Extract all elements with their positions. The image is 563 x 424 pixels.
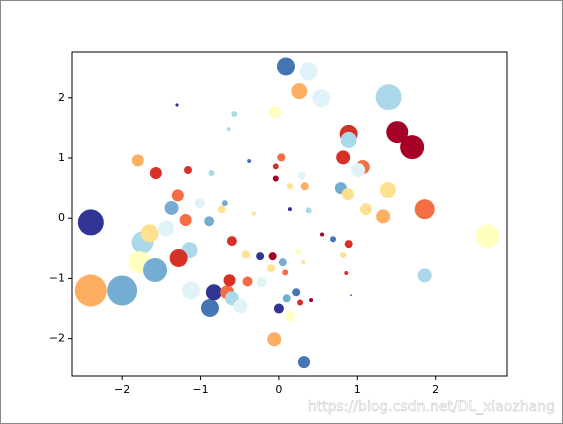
bubble (179, 214, 192, 227)
bubble (200, 298, 219, 317)
bubble (278, 258, 287, 267)
bubble (312, 89, 331, 108)
bubble (276, 57, 295, 76)
bubble (267, 264, 276, 273)
bubble (282, 269, 289, 276)
bubble (269, 106, 281, 119)
bubble (107, 275, 138, 306)
bubble (171, 189, 184, 202)
bubble (309, 298, 314, 303)
bubble (77, 209, 104, 236)
bubble (267, 332, 282, 347)
bubble (340, 131, 357, 148)
bubble (284, 311, 295, 322)
x-tick-label: −1 (192, 383, 208, 396)
bubble (294, 248, 301, 255)
bubble (305, 207, 312, 214)
bubble (286, 183, 293, 190)
bubble (400, 135, 425, 160)
bubble (242, 276, 253, 287)
bubble (344, 240, 353, 249)
bubble (344, 271, 349, 276)
bubble (231, 111, 238, 118)
bubble (320, 232, 325, 237)
bubble (194, 198, 205, 209)
bubble (297, 299, 304, 306)
bubble (226, 236, 237, 247)
bubble (205, 284, 222, 301)
bubble (351, 163, 366, 178)
x-tick-label: 0 (275, 383, 282, 396)
bubble (74, 274, 107, 307)
bubble (341, 188, 354, 201)
bubble (287, 207, 292, 212)
bubble (300, 182, 309, 191)
bubble (350, 294, 353, 297)
bubble (251, 211, 256, 216)
bubble (140, 224, 159, 243)
bubble (182, 281, 201, 300)
bubble (204, 216, 215, 227)
bubble (272, 163, 279, 170)
bubble (330, 236, 336, 243)
bubble (414, 199, 435, 220)
bubble (291, 83, 308, 100)
bubble (336, 150, 351, 165)
bubble (221, 200, 228, 207)
bubble (143, 258, 168, 283)
bubble (475, 224, 500, 249)
plot-area (74, 57, 500, 369)
bubble (175, 103, 179, 107)
bubble (256, 252, 265, 261)
bubble (208, 170, 215, 177)
bubble (184, 166, 192, 175)
bubble (272, 175, 279, 182)
bubble (256, 277, 267, 288)
watermark: https://blog.csdn.net/DL_xiaozhang (308, 399, 555, 415)
bubble (298, 356, 310, 369)
bubble (169, 248, 188, 267)
bubble (242, 250, 250, 259)
y-tick-label: 2 (58, 91, 65, 104)
y-tick-label: −1 (49, 271, 65, 284)
bubble (149, 167, 162, 180)
bubble (164, 200, 179, 215)
bubble (386, 121, 409, 144)
bubble (217, 205, 226, 214)
bubble (417, 268, 432, 283)
bubble (379, 181, 396, 198)
bubble (226, 127, 231, 132)
bubble (131, 154, 144, 167)
x-tick-label: 2 (432, 383, 439, 396)
bubble (233, 299, 248, 314)
bubble (375, 84, 402, 111)
bubble (359, 203, 372, 216)
bubble (297, 171, 306, 180)
bubble (301, 260, 306, 265)
bubble (273, 303, 284, 314)
y-tick-label: 0 (58, 211, 65, 224)
bubble (268, 252, 277, 261)
bubble (158, 220, 175, 237)
bubble (292, 288, 301, 297)
y-tick-label: 1 (58, 151, 65, 164)
bubble (299, 62, 318, 81)
bubble (223, 274, 236, 287)
bubble (340, 251, 347, 258)
bubble (277, 153, 286, 162)
bubble (247, 159, 252, 164)
x-tick-label: −2 (114, 383, 130, 396)
y-tick-label: −2 (49, 332, 65, 345)
bubble (376, 209, 391, 224)
axes-frame (71, 51, 508, 377)
x-tick-label: 1 (354, 383, 361, 396)
bubble (282, 294, 291, 303)
